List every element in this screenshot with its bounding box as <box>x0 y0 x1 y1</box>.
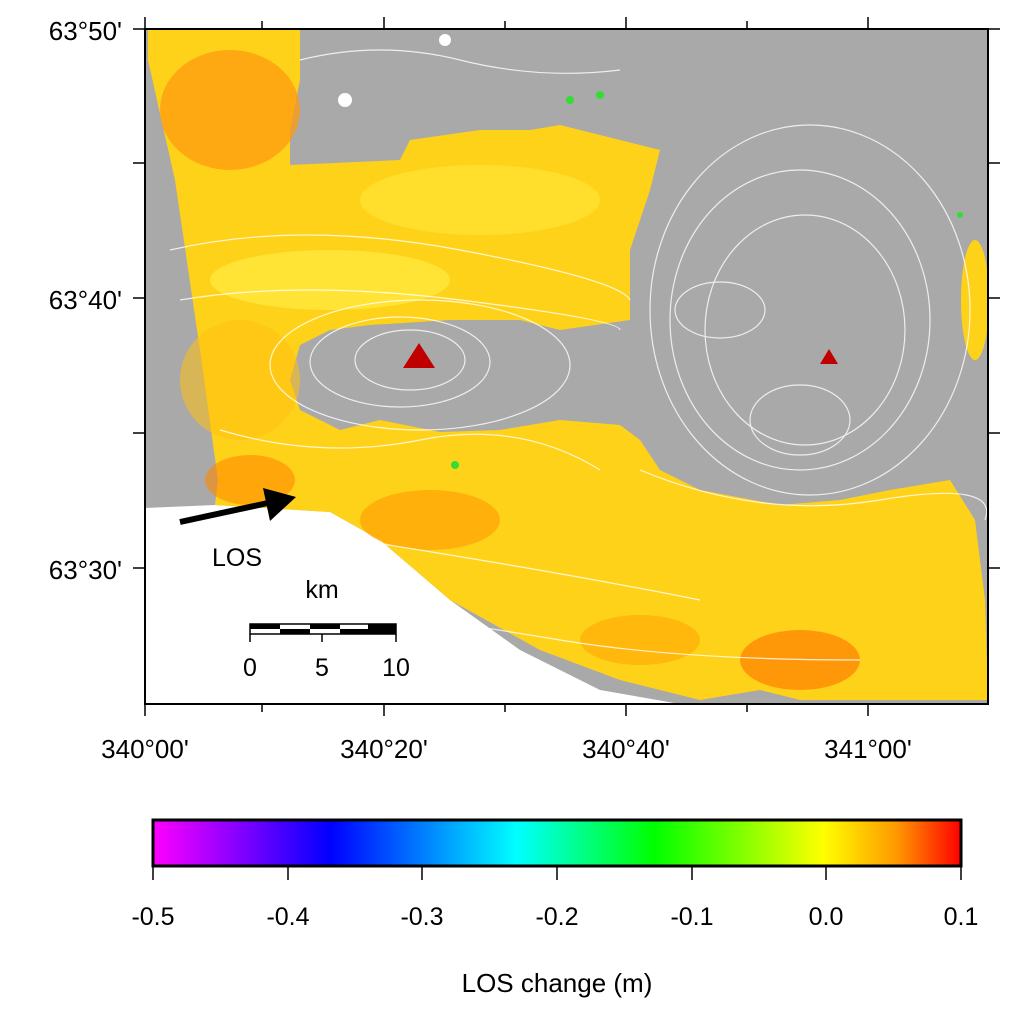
deformation-patch <box>180 320 300 440</box>
colorbar-tick-label: -0.2 <box>535 903 578 931</box>
lon-label: 341°00' <box>824 734 912 764</box>
coherence-spot <box>957 212 963 218</box>
deformation-patch <box>580 615 700 665</box>
los-label: LOS <box>212 544 262 572</box>
colorbar-tick-label: -0.1 <box>670 903 713 931</box>
lon-label: 340°20' <box>340 734 428 764</box>
colorbar-tick-label: -0.3 <box>400 903 443 931</box>
lon-label: 340°00' <box>101 734 189 764</box>
snow-spot <box>338 93 352 107</box>
colorbar <box>151 818 963 868</box>
lon-label: 340°40' <box>582 734 670 764</box>
deformation-patch <box>210 250 450 310</box>
scale-bar-unit: km <box>305 576 338 604</box>
los-arrow-icon <box>179 488 296 525</box>
lat-label: 63°50' <box>49 16 122 46</box>
scale-bar-tick-label: 10 <box>382 654 410 682</box>
scale-bar <box>249 623 397 642</box>
volcano-marker-large <box>403 343 435 368</box>
colorbar-ticks <box>152 866 962 880</box>
coherent-coverage-area <box>148 30 988 700</box>
lat-label: 63°40' <box>49 285 122 315</box>
coherence-spot <box>596 91 604 99</box>
snow-spot <box>439 34 451 46</box>
colorbar-tick-label: -0.5 <box>131 903 174 931</box>
lon-ticks <box>144 17 869 716</box>
topographic-contours <box>169 49 988 661</box>
map-frame <box>145 29 988 704</box>
colorbar-title: LOS change (m) <box>462 968 653 998</box>
deformation-patch <box>360 165 600 235</box>
colorbar-tick-label: 0.1 <box>944 903 979 931</box>
scale-bar-tick-label: 0 <box>243 654 257 682</box>
deformation-patch <box>360 490 500 550</box>
colorbar-tick-label: -0.4 <box>266 903 309 931</box>
scale-bar-tick-label: 5 <box>315 654 329 682</box>
colorbar-tick-label: 0.0 <box>809 903 844 931</box>
coherence-spot <box>451 461 459 469</box>
deformation-patch <box>961 240 988 360</box>
lat-label: 63°30' <box>49 555 122 585</box>
lat-ticks <box>133 28 1000 569</box>
volcano-marker-small <box>820 349 838 364</box>
coherence-spot <box>566 96 574 104</box>
sea-area <box>145 505 680 704</box>
deformation-patch <box>160 50 300 170</box>
map-border <box>144 28 989 705</box>
